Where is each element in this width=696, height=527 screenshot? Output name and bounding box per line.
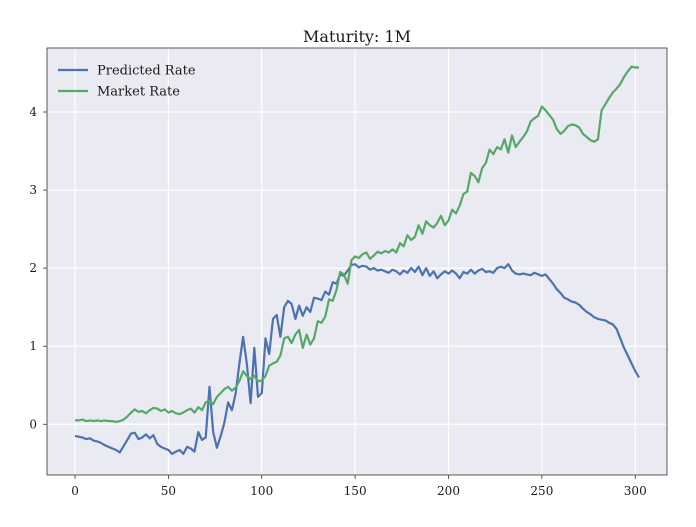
y-tick-label: 3 xyxy=(29,183,37,197)
series-layer xyxy=(74,65,640,455)
chart-title: Maturity: 1M xyxy=(303,27,411,46)
y-tick-label: 1 xyxy=(29,339,37,353)
x-axis: 0 50 100 150 200 250 300 xyxy=(71,475,647,498)
x-tick-label: 100 xyxy=(250,484,273,498)
legend-label: Predicted Rate xyxy=(97,64,196,79)
grid xyxy=(47,48,667,475)
x-tick-label: 150 xyxy=(344,484,367,498)
series-line-market-rate xyxy=(75,65,639,423)
x-tick-label: 300 xyxy=(624,484,647,498)
legend-label: Market Rate xyxy=(97,85,180,100)
x-tick-label: 250 xyxy=(530,484,553,498)
y-tick-label: 2 xyxy=(29,261,37,275)
y-axis: 0 1 2 3 4 xyxy=(29,105,47,431)
x-tick-label: 0 xyxy=(71,484,79,498)
legend: Predicted Rate Market Rate xyxy=(58,64,196,100)
series-line-predicted-rate xyxy=(74,263,640,455)
plot-background xyxy=(47,48,667,475)
y-tick-label: 4 xyxy=(29,105,37,119)
x-tick-label: 50 xyxy=(161,484,176,498)
plot-frame xyxy=(46,47,668,476)
y-tick-label: 0 xyxy=(29,417,37,431)
x-tick-label: 200 xyxy=(437,484,460,498)
